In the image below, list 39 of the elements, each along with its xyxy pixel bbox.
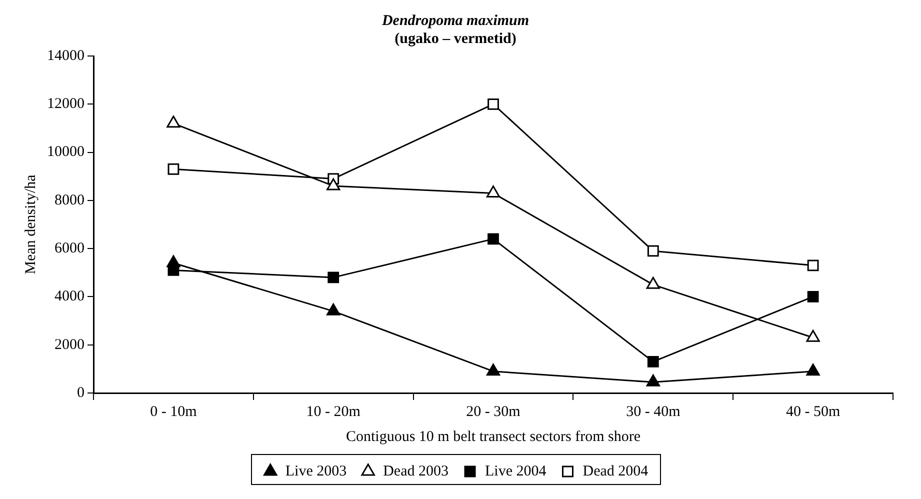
point <box>166 255 180 268</box>
y-tick-label: 4000 <box>54 288 84 305</box>
point <box>328 272 340 284</box>
y-tick-label: 6000 <box>54 240 84 257</box>
x-tick-label: 10 - 20m <box>306 404 361 420</box>
y-tick-label: 10000 <box>47 144 84 160</box>
y-tick-label: 14000 <box>47 48 84 64</box>
x-tick-label: 20 - 30m <box>466 404 521 420</box>
point <box>807 291 819 302</box>
legend-label: Live 2003 <box>285 463 347 480</box>
point <box>806 330 820 342</box>
chart-title: Dendropoma maximum <box>380 12 530 29</box>
y-tick-label: 0 <box>77 384 84 401</box>
point <box>488 98 499 110</box>
point <box>166 116 180 128</box>
chart-subtitle: (ugako – vermetid) <box>394 30 516 47</box>
y-tick-label: 12000 <box>47 96 84 112</box>
legend-label: Dead 2003 <box>383 463 449 480</box>
point <box>646 276 660 289</box>
y-tick-label: 8000 <box>54 192 84 208</box>
y-axis-title: Mean density/ha <box>22 174 39 274</box>
point <box>646 374 660 386</box>
point <box>488 233 499 245</box>
x-axis-title: Contiguous 10 m belt transect sectors from shore <box>346 428 641 445</box>
point <box>486 364 500 376</box>
point <box>326 178 340 190</box>
legend-label: Live 2004 <box>485 463 547 480</box>
point <box>486 185 500 198</box>
x-tick-label: 40 - 50m <box>786 404 840 420</box>
y-tick-label: 2000 <box>54 336 84 353</box>
point <box>807 260 819 272</box>
x-tick-label: 30 - 40m <box>626 404 681 420</box>
x-tick-label: 0 - 10m <box>150 404 198 420</box>
legend-label: Dead 2004 <box>582 463 649 480</box>
point <box>647 245 659 257</box>
point <box>326 303 340 316</box>
point <box>647 356 659 368</box>
point <box>806 364 820 376</box>
point <box>168 163 180 175</box>
